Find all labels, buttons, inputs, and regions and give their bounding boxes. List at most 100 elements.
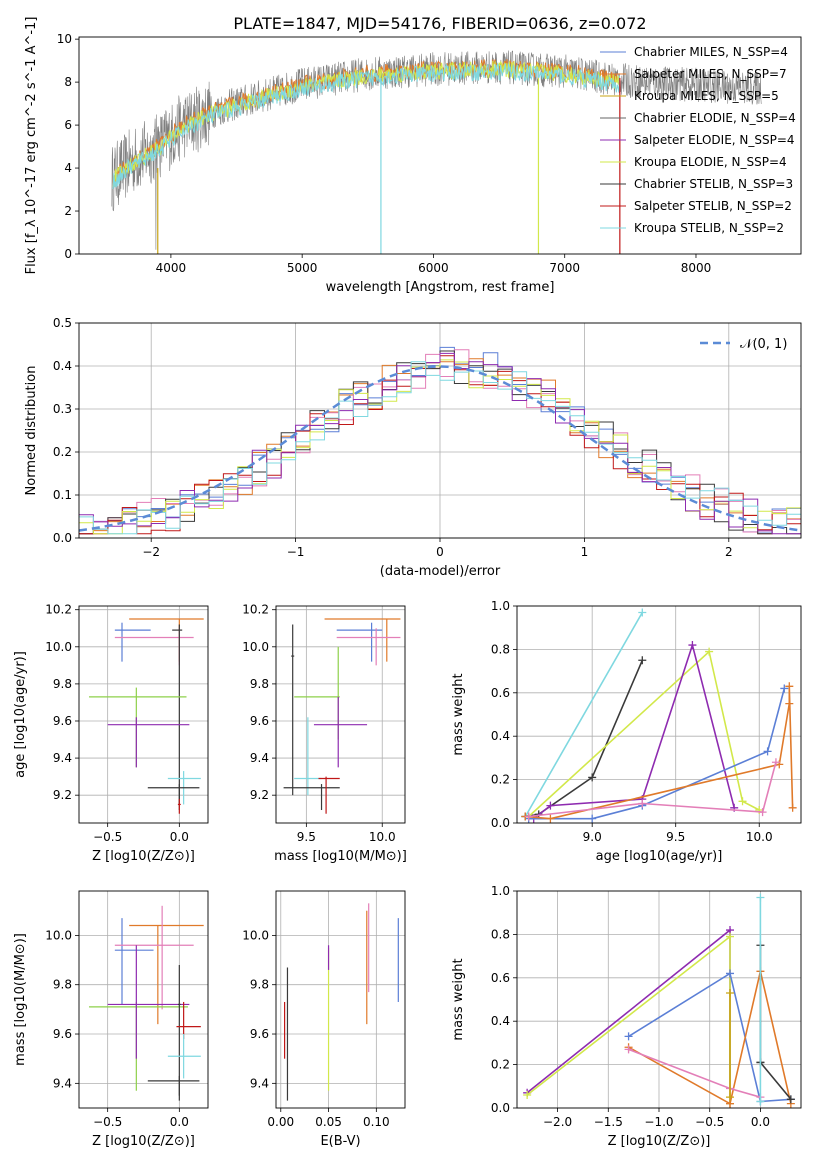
x-axis-label: wavelength [Angstrom, rest frame] xyxy=(326,280,555,295)
weight-series xyxy=(624,1045,765,1102)
plus-marker xyxy=(780,684,789,693)
axes-frame xyxy=(78,890,209,1109)
panel-massweight_vs_age: 9.0 9.5 10.0 0.0 0.2 0.4 0.6 0.8 1.0 age [log10(a… xyxy=(451,599,802,864)
y-tick-label: 0.6 xyxy=(491,971,510,985)
weight-series xyxy=(521,656,647,821)
y-tick-label: 9.8 xyxy=(53,978,72,992)
plus-marker xyxy=(726,1093,734,1102)
data-point xyxy=(167,1034,201,1079)
y-tick-label: 0.6 xyxy=(491,686,510,700)
plus-marker xyxy=(726,988,734,997)
plus-marker xyxy=(738,797,747,806)
y-tick-label: 9.4 xyxy=(250,1076,269,1090)
panel-spectrum: 4000 5000 6000 7000 8000 0 2 4 6 8 10 wavelength [A… xyxy=(24,17,802,295)
y-tick-label: 10 xyxy=(57,32,72,46)
x-axis-label: mass [log10(M/M⊙)] xyxy=(274,849,407,864)
y-tick-label: 0.2 xyxy=(491,773,510,787)
axes-frame xyxy=(516,890,802,1109)
y-tick-label: 4 xyxy=(64,161,72,175)
data-point xyxy=(147,784,200,811)
y-axis-label: Normed distribution xyxy=(24,366,39,496)
weight-series xyxy=(524,758,780,821)
y-tick-label: 9.4 xyxy=(250,751,269,765)
data-point xyxy=(129,618,204,662)
x-tick-label: −0.5 xyxy=(93,830,122,844)
data-point xyxy=(114,622,151,662)
axes-frame xyxy=(78,36,802,255)
plus-marker xyxy=(705,647,714,656)
y-tick-label: 10.0 xyxy=(242,640,269,654)
y-axis-label: mass [log10(M/M⊙)] xyxy=(13,933,28,1066)
y-tick-label: 0.1 xyxy=(53,488,72,502)
x-tick-label: 0.10 xyxy=(363,1115,390,1129)
data-point xyxy=(89,687,187,768)
legend-label: Salpeter MILES, N_SSP=7 xyxy=(634,67,787,81)
y-tick-label: 9.6 xyxy=(250,1027,269,1041)
x-axis-label: Z [log10(Z/Z⊙)] xyxy=(92,1134,195,1149)
y-tick-label: 9.6 xyxy=(53,1027,72,1041)
observed-spectrum xyxy=(111,50,762,250)
x-tick-label: 10.0 xyxy=(369,830,396,844)
histogram-series xyxy=(79,361,801,535)
y-tick-label: 9.2 xyxy=(250,788,269,802)
y-tick-label: 0.5 xyxy=(53,316,72,330)
data-point xyxy=(147,1075,200,1096)
plus-marker xyxy=(588,814,597,823)
plot-area xyxy=(284,903,399,1101)
legend-label: Salpeter STELIB, N_SSP=2 xyxy=(634,199,792,213)
data-point xyxy=(291,624,295,796)
plus-marker xyxy=(624,1045,633,1054)
y-axis-label: Flux [f_λ 10^-17 erg cm^-2 s^-1 A^-1] xyxy=(24,17,39,275)
x-tick-label: 1 xyxy=(581,545,589,559)
data-point xyxy=(313,696,368,768)
legend-label: Kroupa ELODIE, N_SSP=4 xyxy=(634,155,787,169)
grid-lines xyxy=(79,891,208,1108)
series-line xyxy=(525,659,644,818)
data-point xyxy=(177,798,181,814)
plus-marker xyxy=(785,682,794,691)
x-tick-label: 10.0 xyxy=(746,830,773,844)
grid-lines xyxy=(517,890,801,1109)
series-line xyxy=(528,761,777,818)
x-tick-label: −1 xyxy=(287,545,305,559)
plus-marker xyxy=(624,1032,633,1041)
plot-area xyxy=(89,905,204,1101)
y-axis-label: age [log10(age/yr)] xyxy=(13,651,28,778)
y-tick-label: 0.0 xyxy=(491,1101,510,1115)
data-point xyxy=(294,646,340,740)
y-tick-label: 9.8 xyxy=(53,677,72,691)
x-tick-label: −0.5 xyxy=(93,1115,122,1129)
x-tick-label: 4000 xyxy=(156,261,187,275)
data-point xyxy=(176,1001,201,1039)
y-tick-label: 6 xyxy=(64,118,72,132)
y-tick-label: 0.0 xyxy=(491,816,510,830)
weight-series xyxy=(523,932,734,1108)
x-tick-label: 7000 xyxy=(549,261,580,275)
plus-marker xyxy=(588,773,597,782)
y-tick-label: 0.4 xyxy=(491,729,510,743)
data-point xyxy=(107,945,190,1059)
weight-series xyxy=(756,893,765,1106)
series-line xyxy=(759,945,792,1100)
plus-marker xyxy=(758,808,767,817)
grid-lines xyxy=(517,605,801,824)
x-axis-label: age [log10(age/yr)] xyxy=(596,849,723,864)
y-tick-label: 9.8 xyxy=(250,978,269,992)
y-tick-label: 10.0 xyxy=(45,928,72,942)
x-axis-label: Z [log10(Z/Z⊙)] xyxy=(608,1134,711,1149)
legend-label: Kroupa STELIB, N_SSP=2 xyxy=(634,221,784,235)
y-axis-label: mass weight xyxy=(451,958,466,1040)
x-tick-label: −1.0 xyxy=(644,1115,673,1129)
y-tick-label: 0.4 xyxy=(53,359,72,373)
legend-label: Chabrier ELODIE, N_SSP=4 xyxy=(634,111,796,125)
plot-area xyxy=(521,608,797,823)
data-point xyxy=(114,918,154,1005)
plus-marker xyxy=(638,608,647,617)
plus-marker xyxy=(638,799,647,808)
plot-area xyxy=(89,618,204,814)
figure-title: PLATE=1847, MJD=54176, FIBERID=0636, z=0… xyxy=(233,14,646,33)
legend-label: Kroupa MILES, N_SSP=5 xyxy=(634,89,779,103)
x-tick-label: 0.0 xyxy=(751,1115,770,1129)
y-tick-label: 0.4 xyxy=(491,1014,510,1028)
